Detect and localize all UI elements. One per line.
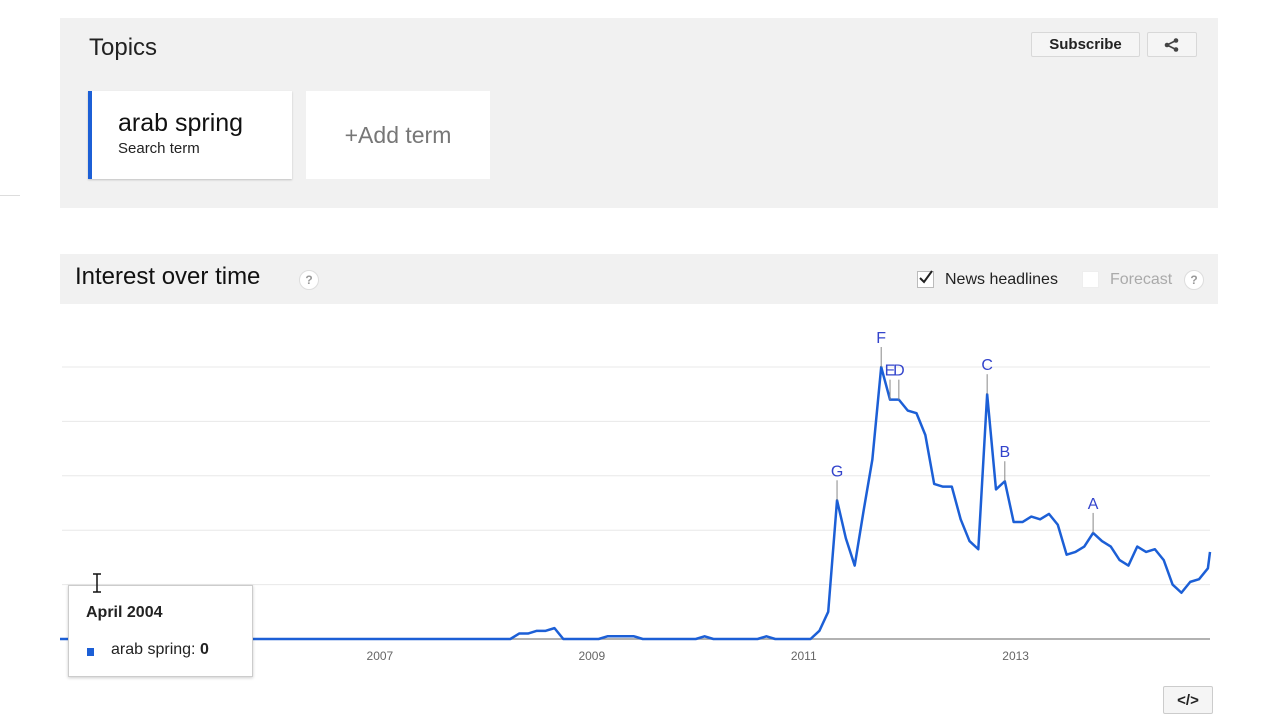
embed-button[interactable]: </> (1163, 686, 1213, 714)
topics-panel: Topics Subscribe arab spring Search term… (60, 18, 1218, 208)
share-icon (1164, 37, 1179, 52)
annotation-a: A (1088, 496, 1099, 513)
interest-over-time-header: Interest over time ? News headlines Fore… (60, 254, 1218, 304)
subscribe-button[interactable]: Subscribe (1031, 32, 1140, 57)
series-line (60, 365, 1212, 641)
help-icon[interactable]: ? (299, 270, 319, 290)
tooltip-value: arab spring: 0 (111, 641, 209, 659)
tooltip-series: arab spring: (111, 641, 200, 658)
annotation-b: B (999, 444, 1010, 461)
tooltip-date: April 2004 (86, 604, 163, 621)
annotation-f: F (876, 330, 886, 347)
forecast-checkbox[interactable] (1082, 271, 1099, 288)
term-name: arab spring (118, 109, 244, 137)
checkmark-icon (919, 270, 933, 284)
x-tick-label: 2009 (578, 649, 605, 663)
forecast-help-icon[interactable]: ? (1184, 270, 1204, 290)
chart-tooltip: April 2004 arab spring: 0 (68, 585, 253, 677)
add-term-button[interactable]: +Add term (306, 91, 490, 179)
text-cursor-icon (93, 573, 101, 593)
section-title: Interest over time (75, 263, 261, 290)
topics-title: Topics (89, 34, 158, 61)
news-headlines-checkbox[interactable] (917, 270, 934, 288)
annotation-e: E (885, 363, 896, 380)
divider (0, 195, 20, 196)
forecast-label: Forecast (1110, 271, 1173, 288)
news-headlines-label: News headlines (945, 271, 1058, 288)
annotation-d: D (893, 363, 905, 380)
series-color-swatch (87, 648, 94, 656)
search-term-card[interactable]: arab spring Search term (88, 91, 292, 179)
x-tick-label: 2013 (1002, 649, 1029, 663)
annotation-c: C (981, 357, 993, 374)
tooltip-number: 0 (199, 641, 209, 658)
share-button[interactable] (1147, 32, 1197, 57)
x-tick-label: 2011 (791, 649, 817, 663)
annotation-g: G (831, 463, 843, 480)
x-tick-label: 2007 (367, 649, 394, 663)
term-type: Search term (118, 140, 200, 157)
